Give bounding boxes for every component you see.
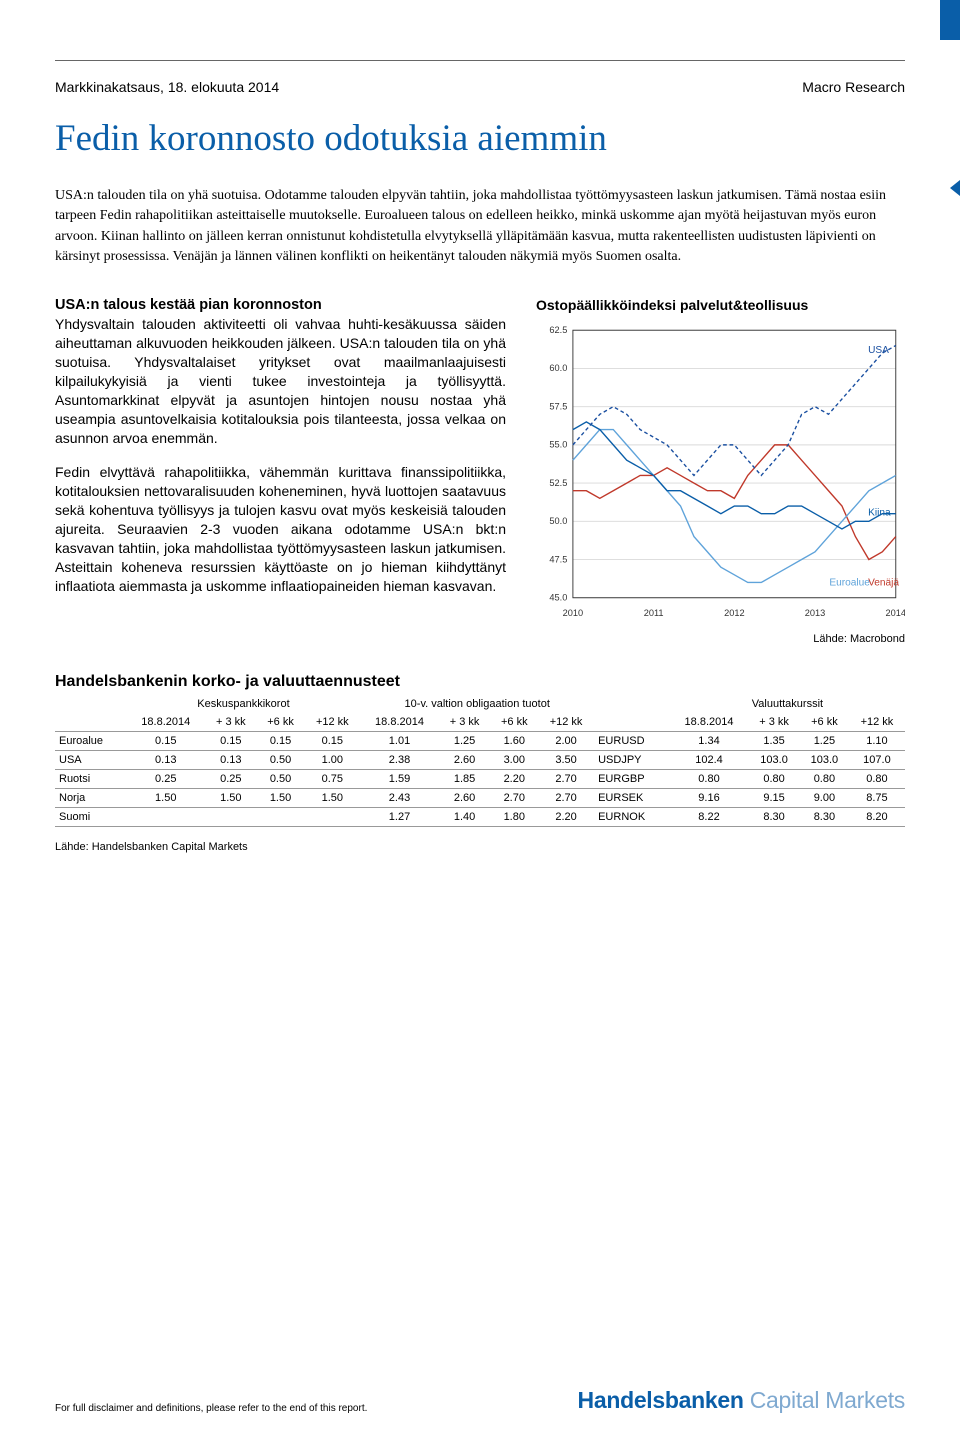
svg-text:45.0: 45.0 [549, 593, 567, 603]
table-row: Norja1.501.501.501.502.432.602.702.70EUR… [55, 788, 905, 807]
top-rule [55, 60, 905, 61]
svg-text:USA: USA [868, 345, 889, 356]
chart-title: Ostopäällikköindeksi palvelut&teollisuus [536, 297, 905, 313]
section-1-p1: Yhdysvaltain talouden aktiviteetti oli v… [55, 315, 506, 447]
svg-text:Venäjä: Venäjä [868, 578, 899, 589]
svg-text:2014: 2014 [886, 608, 905, 618]
svg-text:55.0: 55.0 [549, 440, 567, 450]
svg-text:50.0: 50.0 [549, 516, 567, 526]
table-row: Euroalue0.150.150.150.151.011.251.602.00… [55, 731, 905, 750]
svg-text:57.5: 57.5 [549, 402, 567, 412]
footer: For full disclaimer and definitions, ple… [55, 1387, 905, 1414]
header: Markkinakatsaus, 18. elokuuta 2014 Macro… [55, 79, 905, 95]
side-marker [950, 180, 960, 196]
brand-logo: Handelsbanken Capital Markets [578, 1387, 905, 1414]
svg-text:52.5: 52.5 [549, 478, 567, 488]
svg-text:2010: 2010 [563, 608, 584, 618]
table-row: Suomi1.271.401.802.20EURNOK8.228.308.308… [55, 807, 905, 826]
svg-text:2011: 2011 [644, 608, 664, 618]
svg-text:60.0: 60.0 [549, 363, 567, 373]
svg-text:62.5: 62.5 [549, 325, 567, 335]
chart-source: Lähde: Macrobond [536, 631, 905, 645]
group-policy-rates: Keskuspankkikorot [127, 695, 361, 713]
svg-text:Euroalue: Euroalue [829, 578, 870, 589]
right-column: Ostopäällikköindeksi palvelut&teollisuus… [536, 297, 905, 644]
forecast-table: Keskuspankkikorot 10-v. valtion obligaat… [55, 695, 905, 827]
forecast-header-row: 18.8.2014+ 3 kk+6 kk+12 kk18.8.2014+ 3 k… [55, 713, 905, 732]
top-accent-bar [940, 0, 960, 40]
forecast-title: Handelsbankenin korko- ja valuuttaennust… [55, 673, 905, 691]
table-row: USA0.130.130.501.002.382.603.003.50USDJP… [55, 750, 905, 769]
lead-paragraph: USA:n talouden tila on yhä suotuisa. Odo… [55, 186, 905, 267]
svg-text:47.5: 47.5 [549, 554, 567, 564]
header-left: Markkinakatsaus, 18. elokuuta 2014 [55, 79, 279, 95]
svg-text:Kiina: Kiina [868, 508, 891, 519]
svg-text:2013: 2013 [805, 608, 826, 618]
brand-main: Handelsbanken [578, 1387, 744, 1413]
group-gov-bonds: 10-v. valtion obligaation tuotot [360, 695, 594, 713]
footer-disclaimer: For full disclaimer and definitions, ple… [55, 1403, 367, 1414]
svg-text:2012: 2012 [724, 608, 745, 618]
group-fx: Valuuttakurssit [670, 695, 905, 713]
pmi-chart: 45.0 47.5 50.0 52.5 55.0 57.5 60.0 62.5 2010 2011… [536, 321, 905, 630]
left-column: USA:n talous kestää pian koronnoston Yhd… [55, 297, 506, 644]
brand-sub: Capital Markets [750, 1387, 905, 1413]
header-right: Macro Research [802, 79, 905, 95]
section-1-title: USA:n talous kestää pian koronnoston [55, 297, 506, 313]
table-row: Ruotsi0.250.250.500.751.591.852.202.70EU… [55, 769, 905, 788]
forecast-group-row: Keskuspankkikorot 10-v. valtion obligaat… [55, 695, 905, 713]
main-title: Fedin koronnosto odotuksia aiemmin [55, 117, 905, 160]
section-1-p2: Fedin elvyttävä rahapolitiikka, vähemmän… [55, 463, 506, 595]
forecast-source: Lähde: Handelsbanken Capital Markets [55, 841, 905, 853]
